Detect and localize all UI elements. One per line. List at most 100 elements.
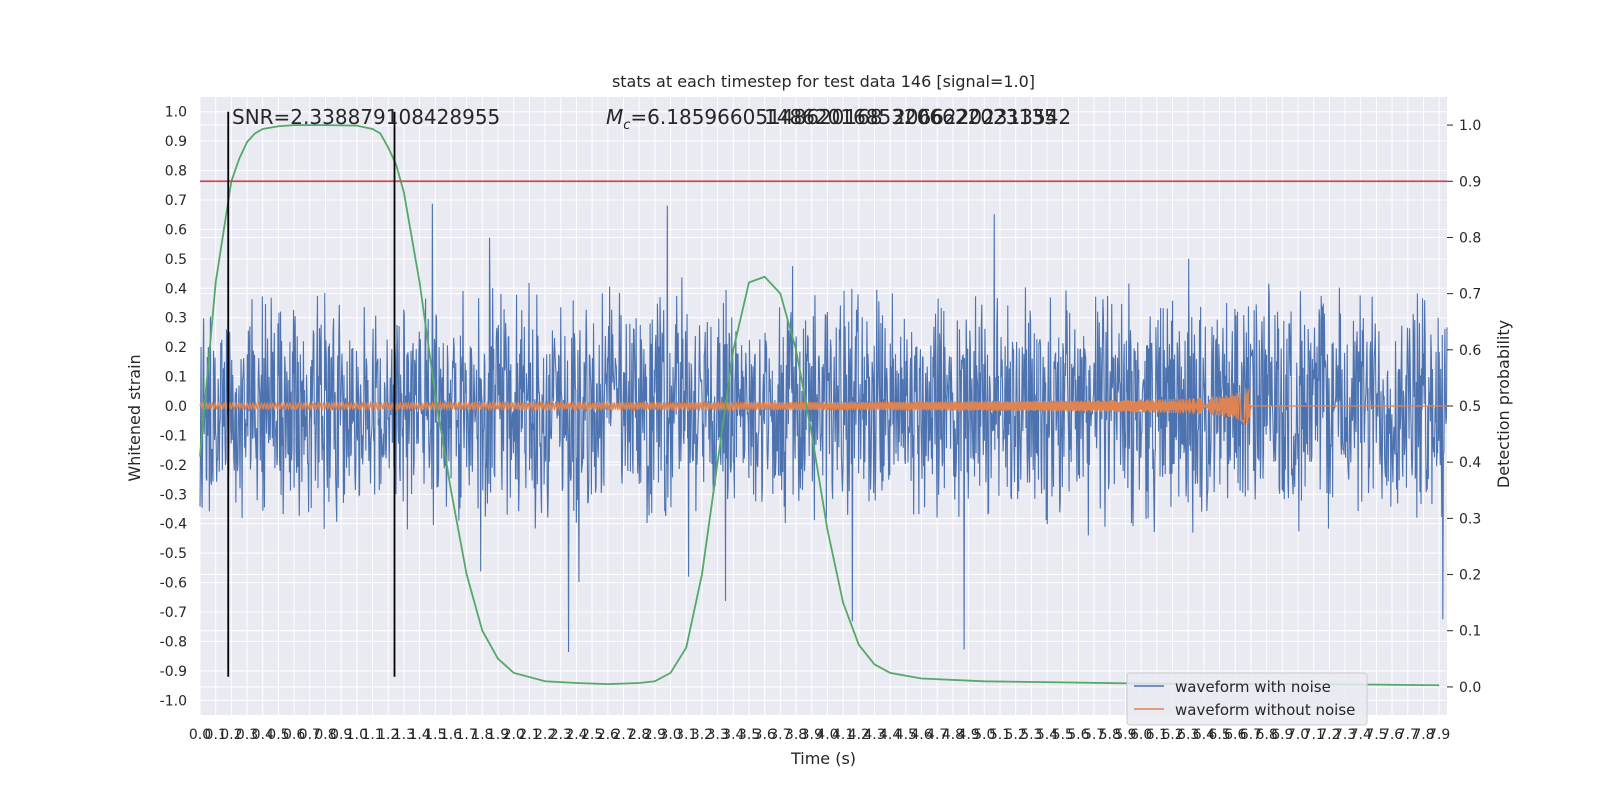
y-tick-label: 0.6 (165, 222, 187, 238)
x-tick-layer: 0.00.10.20.30.40.50.60.70.80.91.01.11.21… (189, 727, 1450, 743)
marker-layer (227, 111, 396, 677)
y2-tick-label: 1.0 (1459, 118, 1481, 134)
x-tick-label: 1.9 (487, 727, 509, 743)
x-tick-label: 4.7 (926, 727, 948, 743)
x-tick-label: 1.5 (424, 727, 446, 743)
x-tick-label: 1.1 (361, 727, 383, 743)
x-tick-label: 5.2 (1005, 727, 1027, 743)
chart-title: stats at each timestep for test data 146… (612, 72, 1035, 91)
x-tick-label: 4.5 (895, 727, 917, 743)
x-tick-label: 1.4 (408, 727, 430, 743)
x-tick-label: 3.5 (738, 727, 760, 743)
chirp-series-layer (199, 388, 1447, 426)
x-tick-label: 3.8 (785, 727, 807, 743)
x-tick-label: 3.9 (801, 727, 823, 743)
mc-value-b: 14862016853206622023135 (764, 105, 1057, 129)
x-tick-label: 1.7 (456, 727, 478, 743)
x-tick-label: 2.0 (503, 727, 525, 743)
x-tick-label: 5.8 (1099, 727, 1121, 743)
x-tick-label: 0.7 (299, 727, 321, 743)
legend-label-noise: waveform with noise (1175, 678, 1331, 696)
x-tick-label: 3.1 (675, 727, 697, 743)
y2-tick-label: 0.0 (1459, 680, 1481, 696)
probability-series-layer (199, 124, 1447, 687)
y-tick-label: -0.3 (160, 487, 187, 503)
x-tick-label: 4.0 (816, 727, 838, 743)
x-tick-label: 3.3 (706, 727, 728, 743)
y-tick-layer: -1.0 -0.9 -0.8 -0.7 -0.6 -0.5 -0.4 -0.3 -0.2 -0.1… (160, 105, 187, 710)
y2-tick-label: 0.8 (1459, 230, 1481, 246)
x-tick-label: 6.9 (1271, 727, 1293, 743)
x-tick-label: 6.6 (1224, 727, 1246, 743)
x-tick-label: 0.5 (267, 727, 289, 743)
y2-tick-layer: 0.0 0.1 0.2 0.3 0.4 0.5 0.6 0.7 0.8 0.9 1.0 (1447, 118, 1481, 696)
y2-tick-label: 0.9 (1459, 174, 1481, 190)
x-tick-label: 6.2 (1161, 727, 1183, 743)
y2-tick-label: 0.3 (1459, 511, 1481, 527)
y2-tick-label: 0.4 (1459, 455, 1481, 471)
x-tick-label: 7.9 (1428, 727, 1450, 743)
x-tick-label: 4.1 (832, 727, 854, 743)
y-tick-label: 0.0 (165, 399, 187, 415)
x-tick-label: 5.5 (1052, 727, 1074, 743)
mc-annotation: Mc=6.18596605148620168 (606, 105, 883, 133)
x-tick-label: 0.3 (236, 727, 258, 743)
x-tick-label: 7.8 (1412, 727, 1434, 743)
x-tick-label: 0.0 (189, 727, 211, 743)
y-tick-label: 0.5 (165, 252, 187, 268)
x-tick-label: 5.4 (1036, 727, 1058, 743)
x-tick-label: 4.9 (957, 727, 979, 743)
x-tick-label: 7.5 (1365, 727, 1387, 743)
x-tick-label: 4.8 (942, 727, 964, 743)
x-tick-label: 7.1 (1303, 727, 1325, 743)
y-tick-label: -0.9 (160, 664, 187, 680)
x-tick-label: 4.2 (848, 727, 870, 743)
x-tick-label: 4.6 (910, 727, 932, 743)
x-tick-label: 6.4 (1193, 727, 1215, 743)
x-tick-label: 6.3 (1177, 727, 1199, 743)
mc-annotation-tail: 20662202313542 (893, 105, 1071, 129)
y2-tick-label: 0.6 (1459, 343, 1481, 359)
x-tick-label: 2.4 (565, 727, 587, 743)
x-tick-label: 2.3 (550, 727, 572, 743)
y-tick-label: 0.2 (165, 340, 187, 356)
y-tick-label: -0.8 (160, 634, 187, 650)
x-tick-label: 6.5 (1208, 727, 1230, 743)
y-tick-label: 0.4 (165, 281, 187, 297)
x-tick-label: 6.1 (1146, 727, 1168, 743)
x-tick-label: 0.9 (330, 727, 352, 743)
mc-annotation-overlap: 14862016853206622023135 (764, 105, 1057, 129)
x-tick-label: 5.0 (973, 727, 995, 743)
x-axis-label: Time (s) (790, 749, 856, 768)
x-tick-label: 0.8 (314, 727, 336, 743)
y-tick-label: 1.0 (165, 105, 187, 121)
x-tick-label: 7.2 (1318, 727, 1340, 743)
y2-axis-label: Detection probability (1494, 320, 1513, 488)
x-tick-label: 1.3 (393, 727, 415, 743)
x-tick-label: 3.4 (722, 727, 744, 743)
y-axis-label: Whitened strain (125, 354, 144, 481)
y-tick-label: -0.7 (160, 605, 187, 621)
x-tick-label: 2.2 (534, 727, 556, 743)
x-tick-label: 5.7 (1083, 727, 1105, 743)
x-tick-label: 2.5 (581, 727, 603, 743)
x-tick-label: 1.6 (440, 727, 462, 743)
y-tick-label: -0.5 (160, 546, 187, 562)
x-tick-label: 3.2 (691, 727, 713, 743)
y2-tick-label: 0.7 (1459, 287, 1481, 303)
x-tick-label: 1.0 (346, 727, 368, 743)
x-tick-label: 3.7 (769, 727, 791, 743)
y-tick-label: -1.0 (160, 693, 187, 709)
y-tick-label: 0.8 (165, 164, 187, 180)
y-tick-label: 0.9 (165, 134, 187, 150)
x-tick-label: 5.9 (1114, 727, 1136, 743)
mc-value-a: =6.18596605148620168 (630, 105, 882, 129)
x-tick-label: 0.4 (252, 727, 274, 743)
y-tick-label: 0.7 (165, 193, 187, 209)
legend-box (1126, 672, 1368, 726)
x-tick-label: 6.0 (1130, 727, 1152, 743)
x-tick-label: 4.3 (863, 727, 885, 743)
legend: waveform with noise waveform without noi… (1126, 672, 1368, 726)
x-tick-label: 6.7 (1240, 727, 1262, 743)
